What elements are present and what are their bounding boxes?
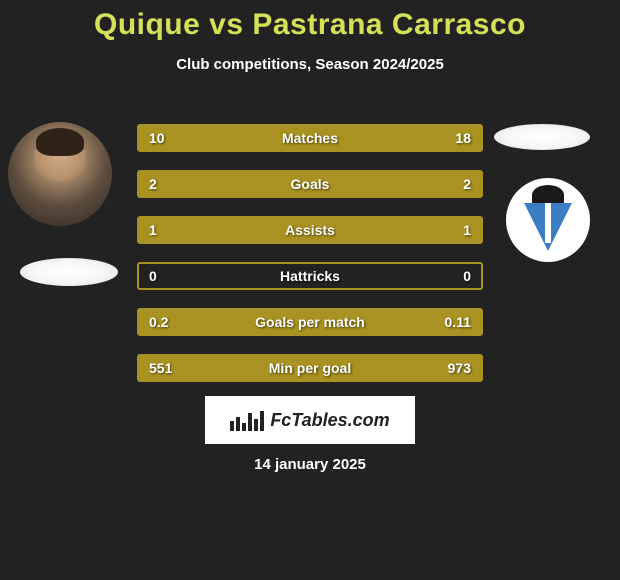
stat-value-left: 0.2	[149, 314, 168, 330]
stat-row: 10 18 Matches	[137, 124, 483, 152]
stat-value-right: 0	[463, 268, 471, 284]
stat-value-right: 1	[463, 222, 471, 238]
stats-container: 10 18 Matches 2 2 Goals 1 1 Assists 0 0 Hattricks 0.…	[137, 124, 483, 400]
stat-label: Goals	[291, 176, 330, 192]
player-right-avatar	[494, 124, 590, 150]
team-right-crest	[506, 178, 590, 262]
brand-text: FcTables.com	[270, 410, 389, 431]
stat-value-right: 973	[448, 360, 471, 376]
stat-row: 2 2 Goals	[137, 170, 483, 198]
chart-icon	[230, 409, 264, 431]
stat-fill-right	[310, 218, 481, 242]
stat-value-left: 1	[149, 222, 157, 238]
stat-fill-right	[310, 172, 481, 196]
stat-value-left: 2	[149, 176, 157, 192]
stat-value-left: 0	[149, 268, 157, 284]
stat-label: Min per goal	[269, 360, 351, 376]
stat-label: Matches	[282, 130, 338, 146]
shield-icon	[519, 185, 577, 255]
player-left-avatar	[8, 122, 112, 226]
stat-row: 1 1 Assists	[137, 216, 483, 244]
brand-badge: FcTables.com	[205, 396, 415, 444]
stat-value-right: 0.11	[445, 314, 471, 330]
stat-value-left: 10	[149, 130, 165, 146]
stat-value-right: 18	[455, 130, 471, 146]
stat-row: 551 973 Min per goal	[137, 354, 483, 382]
stat-fill-left	[139, 172, 310, 196]
comparison-subtitle: Club competitions, Season 2024/2025	[0, 56, 620, 73]
stat-label: Assists	[285, 222, 335, 238]
comparison-title: Quique vs Pastrana Carrasco	[0, 0, 620, 42]
stat-row: 0 0 Hattricks	[137, 262, 483, 290]
team-left-crest	[20, 258, 118, 286]
stat-value-left: 551	[149, 360, 172, 376]
stat-row: 0.2 0.11 Goals per match	[137, 308, 483, 336]
stat-value-right: 2	[463, 176, 471, 192]
snapshot-date: 14 january 2025	[254, 456, 366, 473]
stat-label: Goals per match	[255, 314, 365, 330]
stat-label: Hattricks	[280, 268, 340, 284]
